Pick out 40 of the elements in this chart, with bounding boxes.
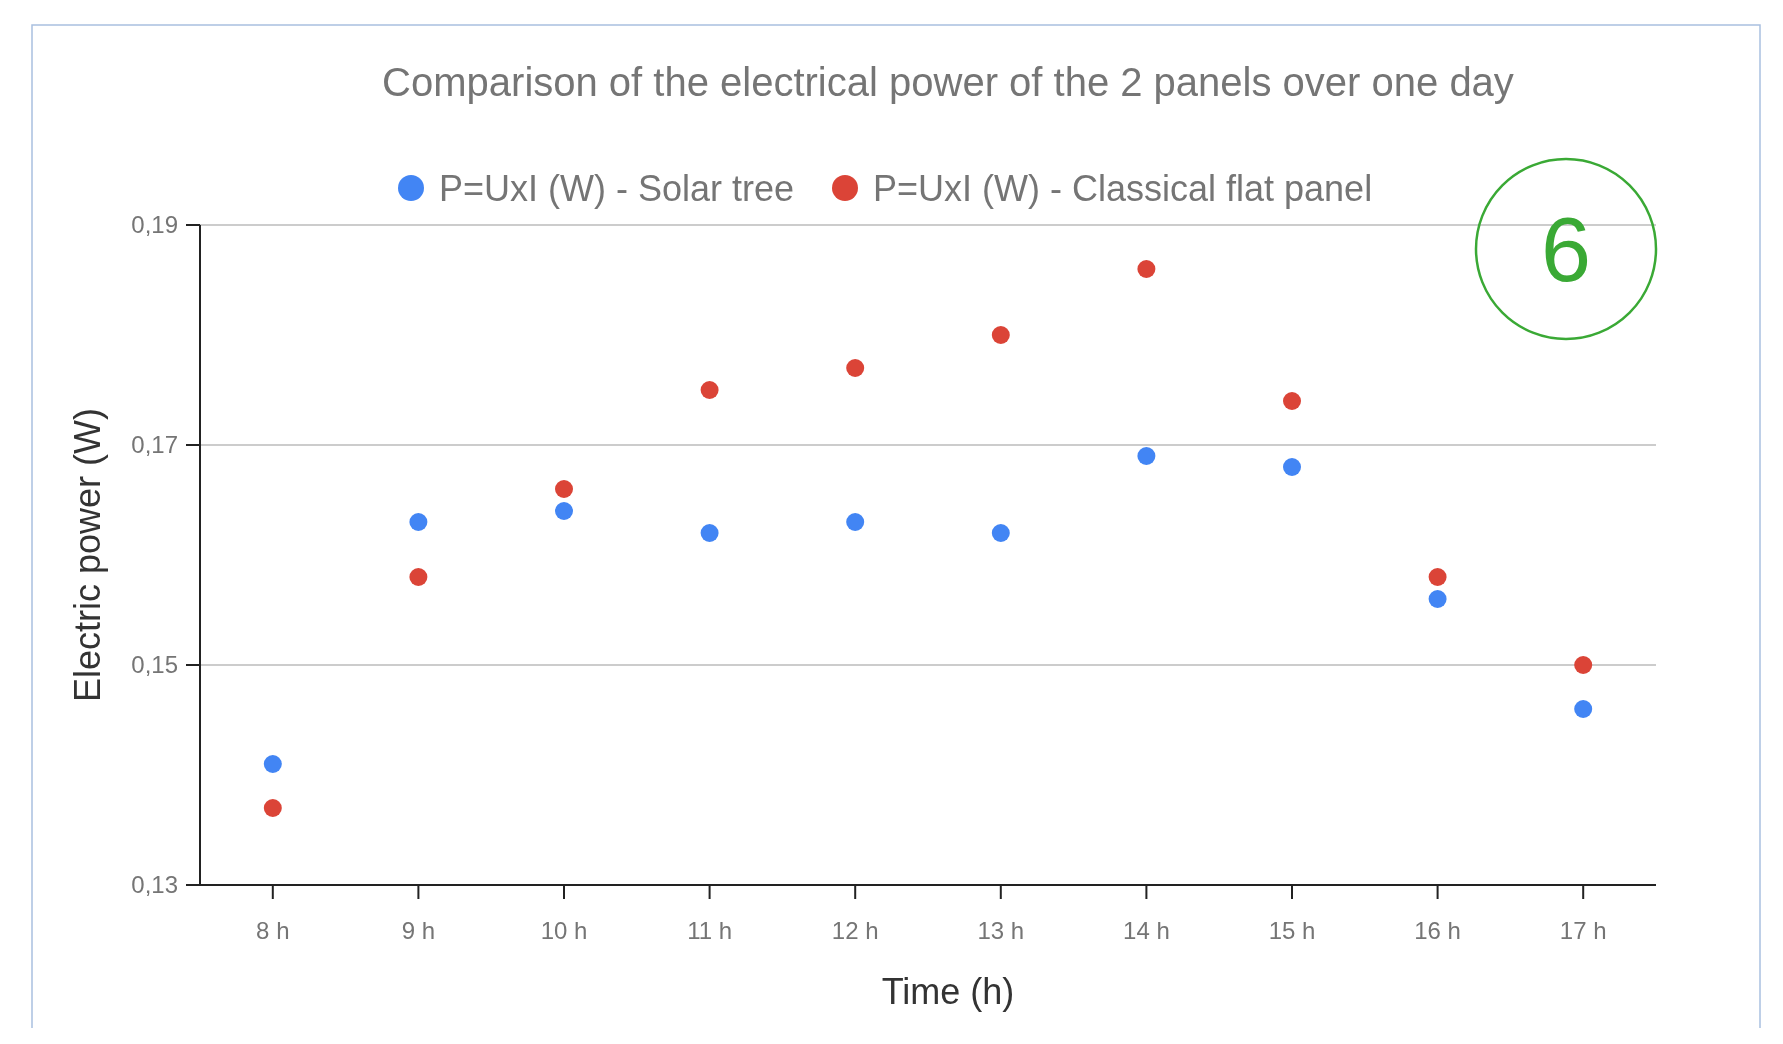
point [846, 359, 865, 377]
y-tick-label: 0,15 [131, 651, 178, 679]
y-tick-label: 0,13 [131, 871, 178, 899]
point [1137, 260, 1156, 278]
x-tick-label: 10 h [540, 917, 588, 944]
point [409, 513, 428, 531]
annotation: 6 [1540, 200, 1592, 301]
x-tick-label: 12 h [831, 917, 879, 944]
legend-label: P=UxI (W) - Classical flat panel [873, 167, 1373, 209]
point [700, 381, 719, 399]
point [555, 502, 573, 520]
point [555, 480, 573, 498]
x-tick-label: 15 h [1268, 917, 1316, 944]
x-tick-label: 8 h [256, 917, 290, 944]
x-tick-label: 11 h [687, 917, 733, 944]
y-tick-label: 0,17 [131, 431, 178, 459]
point [1428, 568, 1447, 586]
y-axis-title: Electric power (W) [67, 407, 108, 703]
point [263, 755, 282, 773]
point [1574, 700, 1593, 718]
point [846, 513, 865, 531]
x-tick-label: 16 h [1414, 917, 1461, 944]
x-tick-label: 9 h [401, 917, 436, 944]
point [1283, 392, 1301, 410]
legend-label: P=UxI (W) - Solar tree [439, 167, 795, 209]
chart-title: Comparison of the electrical power of the 2 panels over one day [382, 60, 1514, 104]
y-tick-label: 0,19 [131, 211, 178, 239]
x-tick-label: 13 h [977, 917, 1025, 944]
point [1137, 447, 1156, 465]
point [263, 799, 282, 817]
point [700, 524, 719, 542]
point [991, 524, 1010, 542]
point [1574, 656, 1593, 674]
point [1428, 590, 1447, 608]
point [1283, 458, 1301, 476]
x-tick-label: 17 h [1559, 917, 1607, 944]
point [409, 568, 428, 586]
x-axis-title: Time (h) [881, 971, 1015, 1012]
x-tick-label: 14 h [1123, 917, 1170, 944]
point [991, 326, 1010, 344]
